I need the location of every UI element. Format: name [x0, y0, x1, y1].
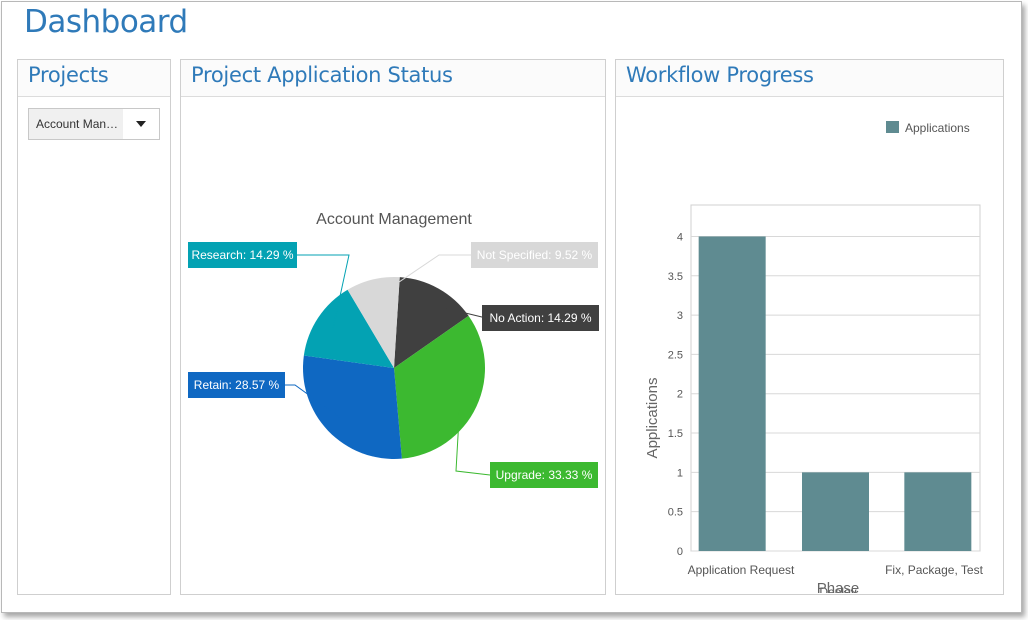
y-tick-label: 3.5 — [668, 271, 683, 283]
pie-connector-upgrade — [455, 398, 491, 476]
y-axis-label: Applications — [644, 378, 661, 459]
bar-application-request[interactable] — [698, 236, 766, 552]
pie-slice-retain[interactable] — [302, 355, 402, 460]
page-title: Dashboard — [24, 4, 188, 40]
pie-label-retain: Retain: 28.57 % — [194, 378, 280, 392]
pie-label-box-retain — [188, 372, 285, 398]
pie-slice-no-action[interactable] — [394, 277, 469, 368]
pie-label-not-specified: Not Specified: 9.52 % — [477, 248, 593, 262]
pie-connector-retain — [285, 384, 342, 419]
x-tick-label-deploy: Deploy — [819, 585, 856, 593]
pie-chart: Account Management No Action: 14.29 % Upg… — [188, 211, 599, 488]
y-tick-label: 2 — [677, 389, 683, 401]
bar-fix-package-test[interactable] — [904, 472, 972, 551]
y-tick-label: 4 — [677, 231, 683, 243]
x-tick-label-application-request: Application Request — [688, 563, 795, 577]
pie-label-research: Research: 14.29 % — [191, 248, 293, 262]
projects-panel: Projects Account Mana... — [17, 59, 171, 595]
pie-slice-upgrade[interactable] — [394, 315, 485, 459]
pie-label-upgrade: Upgrade: 33.33 % — [496, 468, 593, 482]
pie-label-no-action: No Action: 14.29 % — [489, 311, 591, 325]
pie-label-box-research — [188, 242, 297, 268]
pie-connector-not-specified — [376, 254, 471, 298]
y-tick-label: 3 — [677, 310, 683, 322]
project-select[interactable]: Account Mana... — [28, 108, 160, 140]
y-tick-label: 1.5 — [668, 428, 683, 440]
x-axis-label: Phase — [817, 580, 860, 593]
chevron-down-icon[interactable] — [123, 109, 159, 139]
workflow-panel-title: Workflow Progress — [626, 63, 814, 87]
pie-label-box-no-action — [482, 305, 599, 331]
projects-panel-header: Projects — [18, 60, 170, 97]
pie-slice-not-specified[interactable] — [347, 277, 400, 368]
pie-label-box-upgrade — [490, 462, 598, 488]
bar-chart: Applications 0 0.5 1 1.5 2 2.5 3 3.5 4 Applicati… — [644, 121, 984, 593]
x-tick-label-fix-package-test: Fix, Package, Test — [885, 563, 983, 577]
bar-deploy[interactable] — [802, 472, 869, 551]
y-tick-label: 2.5 — [668, 349, 683, 361]
y-tick-label: 0 — [677, 546, 683, 558]
legend-label-applications: Applications — [905, 121, 970, 135]
y-tick-label: 1 — [677, 467, 683, 479]
projects-panel-title: Projects — [28, 63, 109, 87]
status-panel-title: Project Application Status — [191, 63, 453, 87]
workflow-panel-header: Workflow Progress — [616, 60, 1003, 97]
pie-connector-research — [297, 254, 350, 328]
legend-swatch-applications — [886, 121, 899, 133]
project-application-status-panel: Project Application Status Account Manag… — [180, 59, 606, 595]
pie-slice-research[interactable] — [303, 289, 394, 368]
status-panel-header: Project Application Status — [181, 60, 605, 97]
pie-chart-title: Account Management — [316, 211, 472, 228]
workflow-progress-panel: Workflow Progress Applications 0 0.5 1 1.5 2… — [615, 59, 1004, 595]
project-select-value: Account Mana... — [36, 117, 122, 131]
pie-label-box-not-specified — [471, 242, 598, 268]
y-tick-label: 0.5 — [668, 507, 683, 519]
